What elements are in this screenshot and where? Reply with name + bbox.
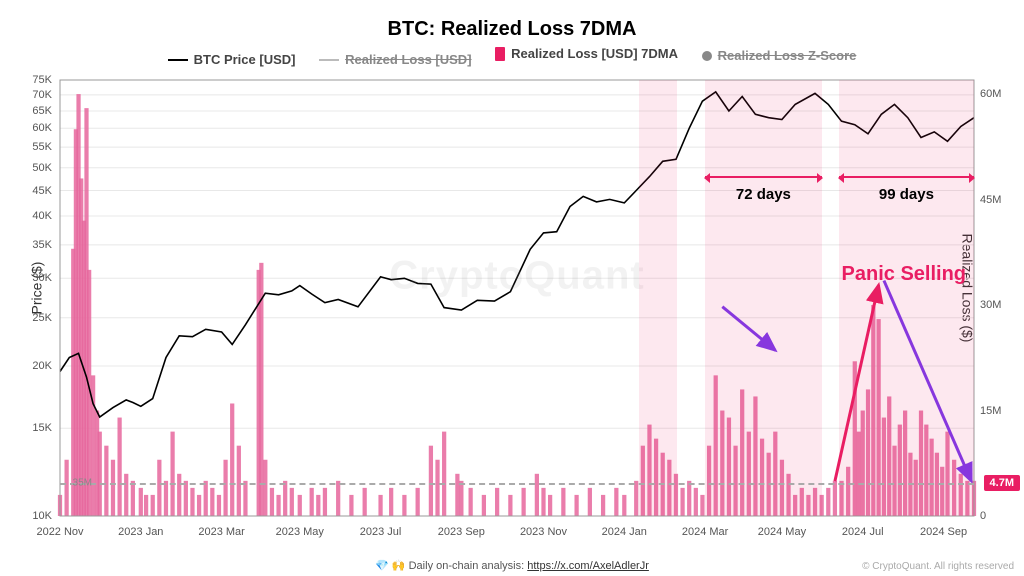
y-right-tick: 60M <box>980 88 1020 100</box>
legend: BTC Price [USD] Realized Loss [USD] Real… <box>0 46 1024 67</box>
y-left-tick: 45K <box>12 185 52 197</box>
y-left-tick: 60K <box>12 122 52 134</box>
line-swatch <box>168 59 188 61</box>
y-left-tick: 30K <box>12 272 52 284</box>
footer-prefix: 💎 🙌 Daily on-chain analysis: <box>375 560 527 572</box>
y-right-tick: 45M <box>980 194 1020 206</box>
x-tick: 2023 Mar <box>198 526 244 538</box>
legend-loss-7dma: Realized Loss [USD] 7DMA <box>495 46 678 61</box>
y-left-tick: 15K <box>12 422 52 434</box>
y-left-tick: 10K <box>12 510 52 522</box>
highlight-band <box>639 80 677 516</box>
bar-swatch <box>495 47 505 61</box>
y-right-tick: 0 <box>980 510 1020 522</box>
y-left-tick: 40K <box>12 210 52 222</box>
chart-title: BTC: Realized Loss 7DMA <box>0 18 1024 41</box>
y-left-tick: 70K <box>12 89 52 101</box>
legend-zscore: Realized Loss Z-Score <box>702 48 857 63</box>
line-swatch <box>319 59 339 61</box>
footer-link[interactable]: https://x.com/AxelAdlerJr <box>527 560 649 572</box>
threshold-left-label: 35M <box>62 477 92 488</box>
x-tick: 2023 Sep <box>438 526 485 538</box>
y-left-tick: 50K <box>12 162 52 174</box>
threshold-line <box>60 483 974 485</box>
chart-svg <box>60 80 974 516</box>
highlight-band <box>839 80 974 516</box>
x-tick: 2024 May <box>758 526 806 538</box>
y-right-tick: 30M <box>980 299 1020 311</box>
x-tick: 2023 Jan <box>118 526 163 538</box>
highlight-band <box>705 80 822 516</box>
x-tick: 2024 Jul <box>842 526 884 538</box>
bracket-label: 72 days <box>736 186 791 203</box>
x-tick: 2023 Nov <box>520 526 567 538</box>
y-left-tick: 20K <box>12 360 52 372</box>
x-tick: 2023 May <box>276 526 324 538</box>
chart-container: BTC: Realized Loss 7DMA BTC Price [USD] … <box>0 0 1024 576</box>
plot-area: CryptoQuant 10K15K20K25K30K35K40K45K50K5… <box>60 80 974 516</box>
legend-price: BTC Price [USD] <box>168 52 296 67</box>
y-right-tick: 15M <box>980 405 1020 417</box>
panic-label: Panic Selling <box>842 263 966 286</box>
y-left-tick: 75K <box>12 74 52 86</box>
bracket-label: 99 days <box>879 186 934 203</box>
y-left-tick: 65K <box>12 105 52 117</box>
x-tick: 2022 Nov <box>36 526 83 538</box>
y-left-tick: 25K <box>12 312 52 324</box>
y-left-label: Price ($) <box>28 262 44 315</box>
legend-loss-raw: Realized Loss [USD] <box>319 52 471 67</box>
threshold-tag: 4.7M <box>984 475 1020 491</box>
x-tick: 2024 Sep <box>920 526 967 538</box>
x-tick: 2023 Jul <box>360 526 402 538</box>
range-bracket <box>705 176 822 184</box>
copyright: © CryptoQuant. All rights reserved <box>862 561 1014 572</box>
y-left-tick: 35K <box>12 239 52 251</box>
dot-swatch <box>702 51 712 61</box>
x-tick: 2024 Mar <box>682 526 728 538</box>
y-left-tick: 55K <box>12 141 52 153</box>
x-tick: 2024 Jan <box>602 526 647 538</box>
range-bracket <box>839 176 974 184</box>
